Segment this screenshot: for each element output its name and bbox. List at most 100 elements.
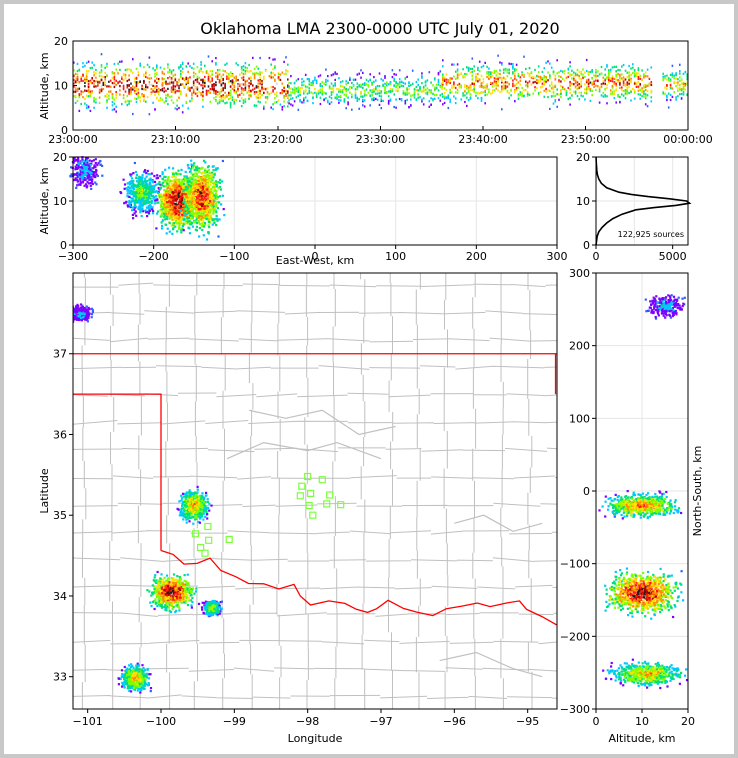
time-height-source [170,77,173,80]
time-height-source [378,94,381,98]
ew-altitude-source [185,216,188,219]
time-height-source [439,84,442,87]
time-height-source [643,73,645,76]
time-height-source [363,89,366,92]
time-height-source [338,95,340,98]
time-height-source [389,81,392,84]
time-height-source [621,89,623,92]
time-height-source [360,83,362,86]
time-height-source [426,79,429,82]
ew-altitude-source [177,211,180,214]
time-height-source [453,95,455,98]
ew-altitude-source [179,173,182,176]
ew-altitude-source [172,208,175,211]
ew-altitude-source [78,166,81,169]
time-height-source [220,75,223,78]
time-height-source [545,80,547,83]
time-height-source [290,87,292,90]
time-height-source [239,99,241,103]
time-height-source [466,87,468,90]
time-height-source [684,84,687,87]
ew-altitude-source [206,183,209,186]
time-height-source [128,68,130,71]
time-height-source [373,76,375,79]
ew-altitude-source [191,214,194,217]
time-height-source [569,73,571,76]
time-height-source [167,71,169,74]
time-height-source [244,70,247,73]
time-height-source [93,100,95,103]
ew-altitude-source [201,187,204,190]
ew-altitude-source [176,209,179,212]
time-height-source [502,82,505,85]
time-height-source [253,77,256,80]
time-height-source [466,104,468,107]
time-height-source [611,86,614,89]
time-height-source [93,71,95,74]
time-height-source [222,96,224,99]
ew-altitude-source [210,197,213,200]
ew-altitude-source [153,184,156,187]
time-height-source [593,82,595,86]
time-height-source [398,97,401,101]
time-height-source [100,89,103,92]
time-height-source [508,70,510,73]
time-height-source [165,82,167,85]
ew-altitude-source [131,206,135,209]
ew-altitude-source [197,194,200,197]
ew-altitude-source [161,171,164,174]
time-height-source [595,79,597,82]
time-height-source [192,71,195,74]
time-height-source [464,76,466,79]
time-height-source [426,91,429,94]
time-height-source [576,73,579,76]
time-height-source [325,78,327,81]
time-height-source [628,82,630,85]
time-height-source [85,70,88,73]
ew-altitude-source [173,204,176,207]
time-height-source [547,89,549,92]
ew-altitude-source [163,192,166,195]
ew-altitude-source [74,165,77,168]
time-height-source [387,99,390,102]
ew-altitude-source [76,175,79,178]
ew-altitude-source [168,222,171,225]
time-height-source [124,73,127,76]
time-height-source [493,81,496,84]
time-height-source [172,84,175,87]
ew-altitude-source [79,160,82,163]
ew-altitude-source [138,197,141,200]
time-height-source [530,72,533,75]
time-height-source [200,84,202,87]
time-height-source [172,101,175,104]
time-height-source [104,84,106,87]
time-height-source [224,86,226,90]
ew-altitude-source [204,194,207,197]
time-height-source [471,89,474,92]
time-height-source [143,95,145,98]
time-height-source [180,83,182,86]
time-height-source [432,97,434,101]
time-height-source [163,81,165,84]
time-height-source [178,78,180,81]
time-height-source [362,100,364,103]
time-height-source [128,92,130,95]
time-height-source [635,82,638,86]
time-height-source [387,95,390,98]
time-height-source [478,79,481,82]
time-height-source [233,91,236,94]
time-height-source [561,87,564,90]
time-height-source [604,94,606,97]
time-height-source [569,80,571,84]
time-height-source [183,77,186,81]
time-height-source [393,73,395,76]
ew-altitude-source [148,173,152,176]
time-height-source [486,83,488,86]
time-height-source [584,91,586,94]
ew-altitude-source [191,200,194,203]
time-height-source [622,94,625,97]
time-height-source [87,60,90,63]
ew-altitude-source [188,211,191,214]
ew-altitude-source [166,182,169,185]
time-height-source [393,105,395,109]
